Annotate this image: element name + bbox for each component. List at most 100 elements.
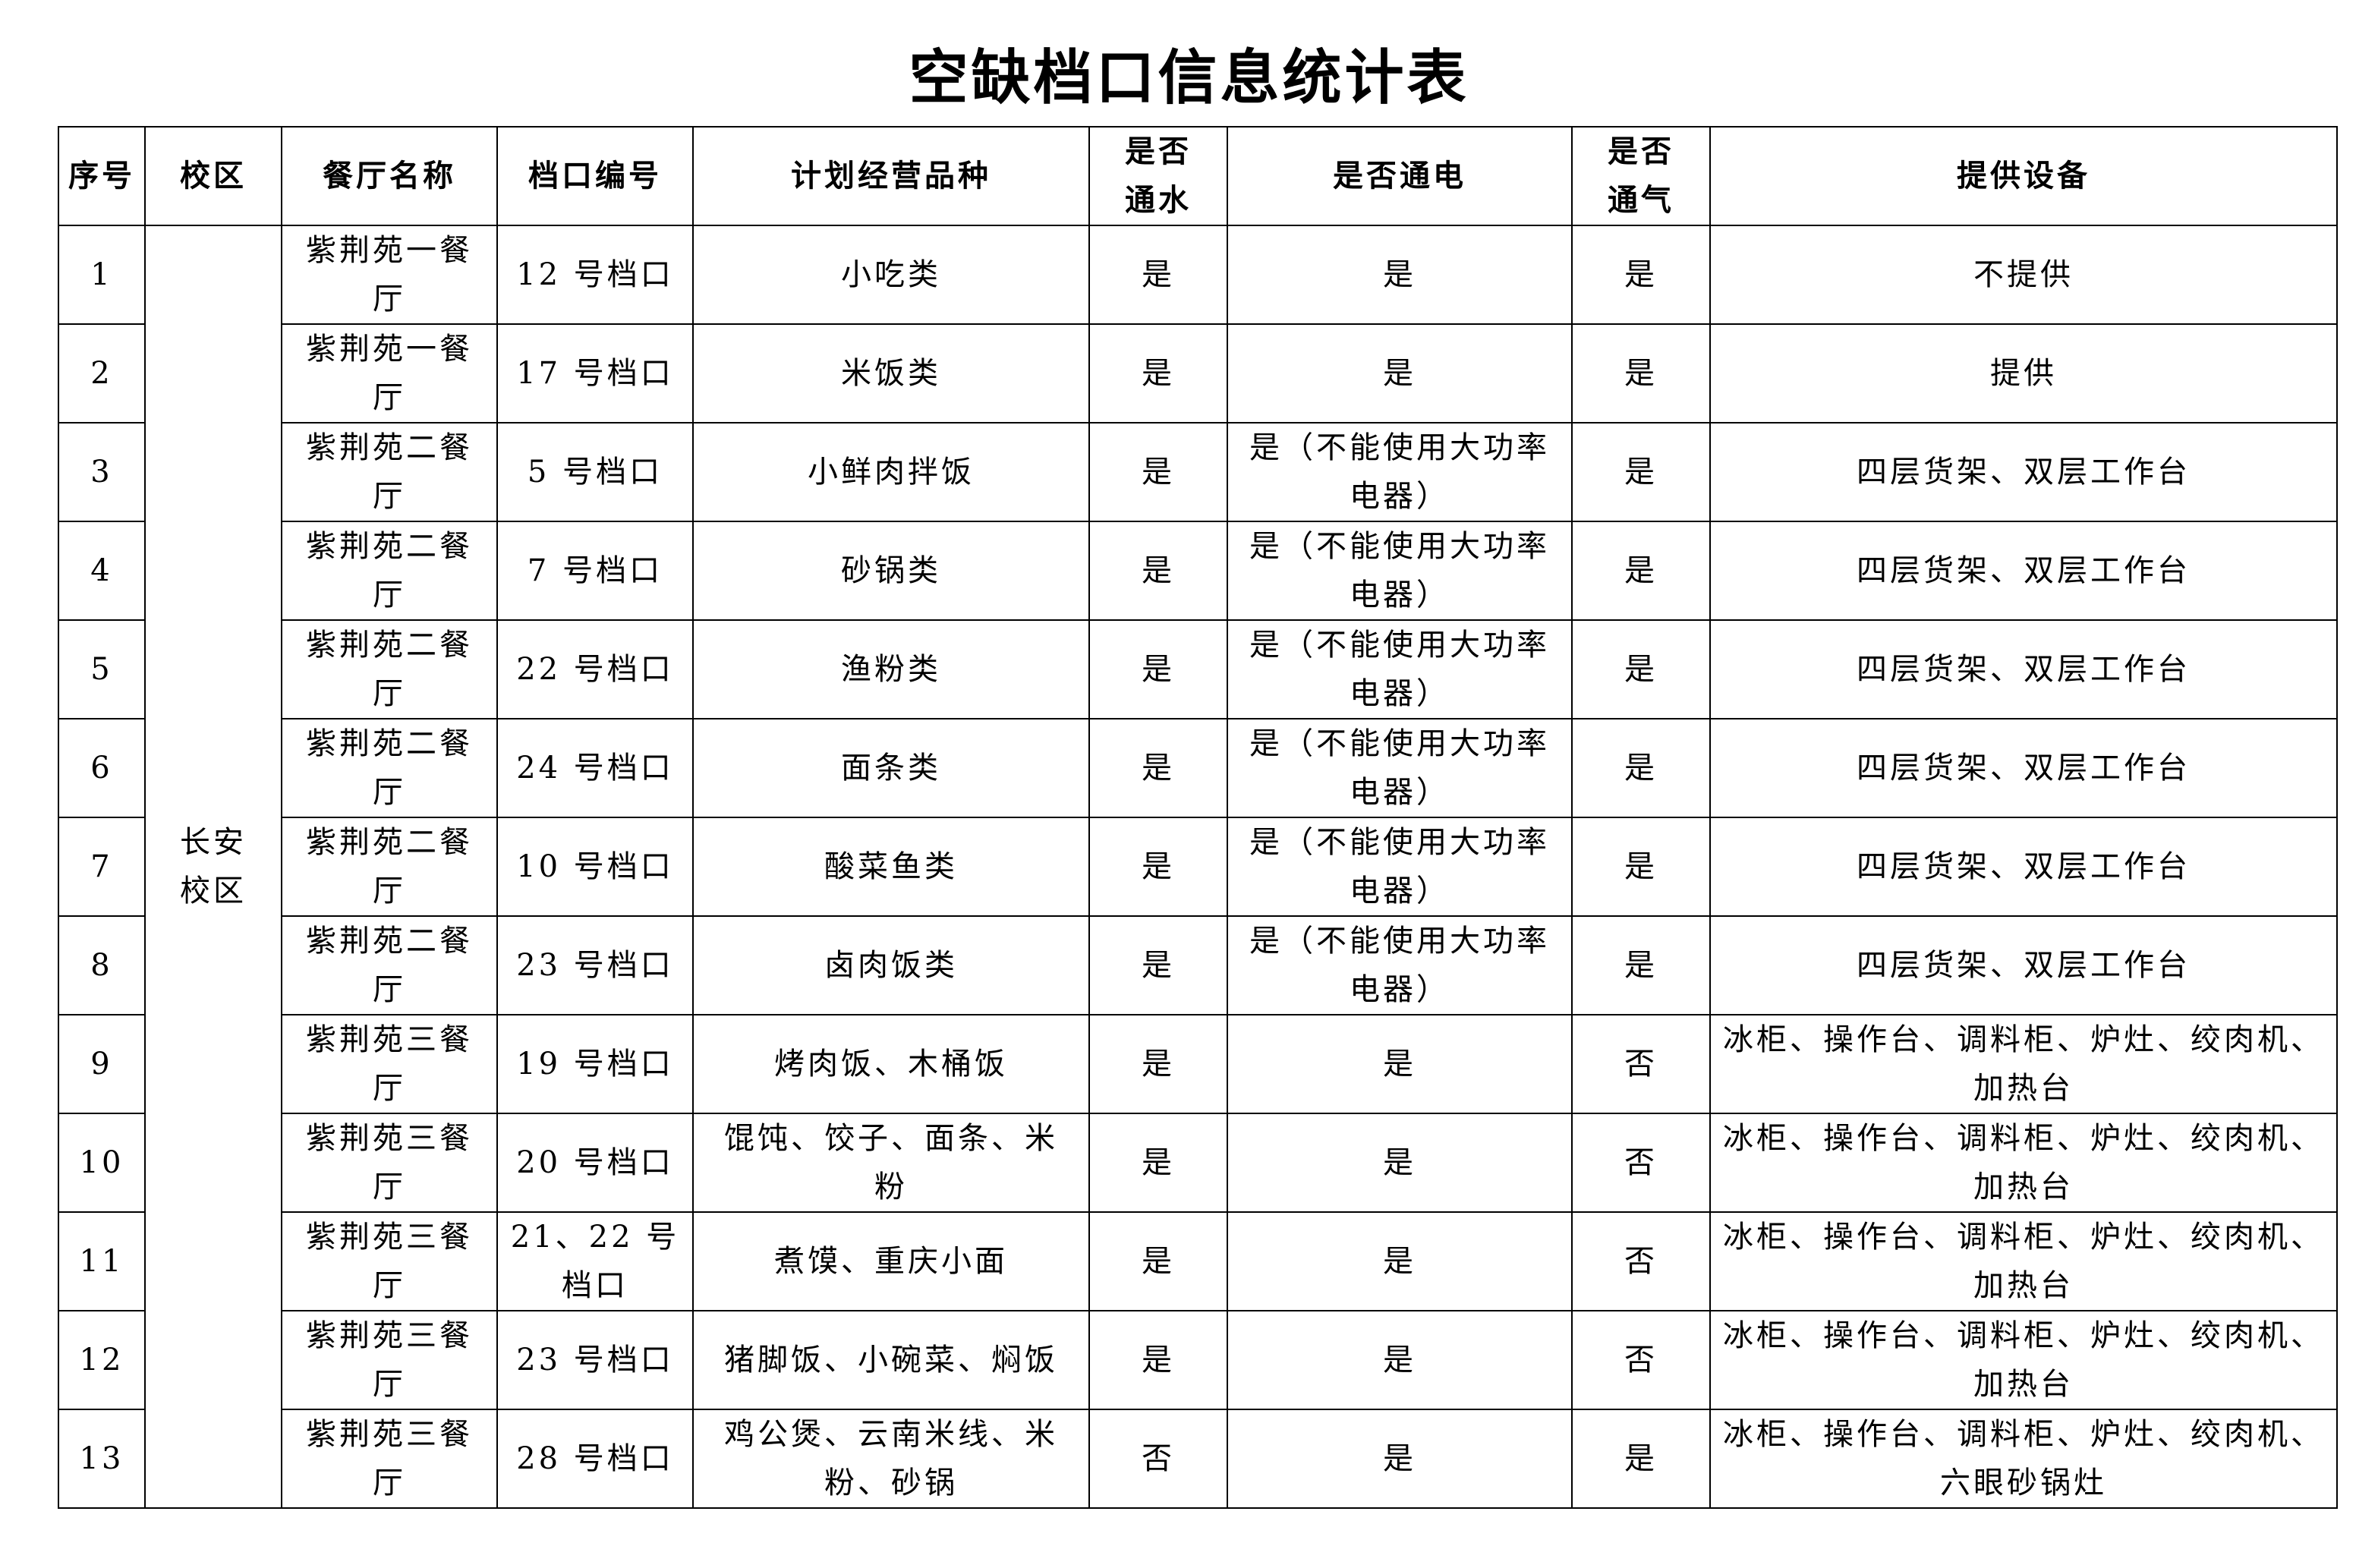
vacant-stall-table: 序号 校区 餐厅名称 档口编号 计划经营品种 是否通水 是否通电 是否通气 提供… [58, 126, 2338, 1509]
cell-stall: 10 号档口 [496, 817, 694, 917]
cell-no: 12 [58, 1310, 146, 1410]
cell-stall: 22 号档口 [496, 619, 694, 719]
cell-power: 是 [1227, 1014, 1573, 1114]
cell-no: 6 [58, 718, 146, 818]
cell-stall: 24 号档口 [496, 718, 694, 818]
cell-gas: 是 [1571, 422, 1711, 522]
cell-restaurant: 紫荆苑三餐厅 [281, 1211, 498, 1311]
cell-no: 13 [58, 1409, 146, 1509]
table-row: 8 紫荆苑二餐厅 23 号档口 卤肉饭类是是（不能使用大功率电器）是四层货架、双层工作… [58, 915, 2338, 1015]
cell-restaurant: 紫荆苑一餐厅 [281, 323, 498, 423]
cell-no: 8 [58, 915, 146, 1015]
header-equipment: 提供设备 [1709, 126, 2338, 226]
table-row: 1 长安校区 紫荆苑一餐厅 12 号档口 小吃类是是是不提供 [58, 225, 2338, 1509]
cell-water: 是 [1088, 915, 1228, 1015]
cell-variety: 渔粉类 [692, 619, 1090, 719]
header-gas: 是否通气 [1571, 126, 1711, 226]
cell-equipment: 四层货架、双层工作台 [1709, 718, 2338, 818]
cell-variety: 煮馍、重庆小面 [692, 1211, 1090, 1311]
cell-water: 是 [1088, 817, 1228, 917]
cell-gas: 是 [1571, 1409, 1711, 1509]
cell-stall: 23 号档口 [496, 1310, 694, 1410]
table-row: 2 紫荆苑一餐厅 17 号档口 米饭类是是是提供 [58, 323, 2338, 423]
cell-no: 7 [58, 817, 146, 917]
cell-power: 是 [1227, 225, 1573, 325]
cell-variety: 卤肉饭类 [692, 915, 1090, 1015]
cell-no: 10 [58, 1113, 146, 1213]
header-row: 序号 校区 餐厅名称 档口编号 计划经营品种 是否通水 是否通电 是否通气 提供… [58, 126, 2338, 226]
cell-variety: 面条类 [692, 718, 1090, 818]
table-row: 13 紫荆苑三餐厅 28 号档口 鸡公煲、云南米线、米粉、砂锅否是是冰柜、操作台、调料… [58, 1409, 2338, 1509]
cell-variety: 馄饨、饺子、面条、米粉 [692, 1113, 1090, 1213]
cell-no: 11 [58, 1211, 146, 1311]
header-water: 是否通水 [1088, 126, 1228, 226]
cell-restaurant: 紫荆苑二餐厅 [281, 422, 498, 522]
cell-restaurant: 紫荆苑三餐厅 [281, 1014, 498, 1114]
cell-equipment: 四层货架、双层工作台 [1709, 422, 2338, 522]
cell-restaurant: 紫荆苑二餐厅 [281, 521, 498, 621]
cell-water: 是 [1088, 1113, 1228, 1213]
cell-no: 3 [58, 422, 146, 522]
cell-gas: 是 [1571, 619, 1711, 719]
cell-gas: 是 [1571, 718, 1711, 818]
cell-gas: 是 [1571, 225, 1711, 325]
cell-no: 9 [58, 1014, 146, 1114]
cell-restaurant: 紫荆苑三餐厅 [281, 1113, 498, 1213]
cell-power: 是（不能使用大功率电器） [1227, 521, 1573, 621]
cell-gas: 是 [1571, 521, 1711, 621]
cell-equipment: 四层货架、双层工作台 [1709, 619, 2338, 719]
cell-gas: 否 [1571, 1211, 1711, 1311]
cell-stall: 5 号档口 [496, 422, 694, 522]
cell-variety: 烤肉饭、木桶饭 [692, 1014, 1090, 1114]
cell-stall: 20 号档口 [496, 1113, 694, 1213]
cell-gas: 否 [1571, 1014, 1711, 1114]
cell-water: 是 [1088, 1310, 1228, 1410]
cell-power: 是 [1227, 1409, 1573, 1509]
table-row: 6 紫荆苑二餐厅 24 号档口 面条类是是（不能使用大功率电器）是四层货架、双层工作台 [58, 718, 2338, 818]
cell-equipment: 冰柜、操作台、调料柜、炉灶、绞肉机、加热台 [1709, 1310, 2338, 1410]
cell-variety: 鸡公煲、云南米线、米粉、砂锅 [692, 1409, 1090, 1509]
table-row: 4 紫荆苑二餐厅 7 号档口 砂锅类是是（不能使用大功率电器）是四层货架、双层工作台 [58, 521, 2338, 621]
cell-power: 是 [1227, 323, 1573, 423]
cell-power: 是（不能使用大功率电器） [1227, 718, 1573, 818]
cell-equipment: 四层货架、双层工作台 [1709, 817, 2338, 917]
table-row: 3 紫荆苑二餐厅 5 号档口 小鲜肉拌饭是是（不能使用大功率电器）是四层货架、双层工作… [58, 422, 2338, 522]
cell-equipment: 不提供 [1709, 225, 2338, 325]
cell-variety: 砂锅类 [692, 521, 1090, 621]
cell-water: 是 [1088, 619, 1228, 719]
cell-stall: 19 号档口 [496, 1014, 694, 1114]
header-campus: 校区 [144, 126, 282, 226]
cell-no: 5 [58, 619, 146, 719]
cell-power: 是 [1227, 1211, 1573, 1311]
cell-gas: 否 [1571, 1310, 1711, 1410]
cell-variety: 米饭类 [692, 323, 1090, 423]
table-row: 5 紫荆苑二餐厅 22 号档口 渔粉类是是（不能使用大功率电器）是四层货架、双层工作台 [58, 619, 2338, 719]
cell-restaurant: 紫荆苑二餐厅 [281, 619, 498, 719]
table-row: 11 紫荆苑三餐厅 21、22 号档口 煮馍、重庆小面是是否冰柜、操作台、调料柜、炉灶… [58, 1211, 2338, 1311]
cell-no: 4 [58, 521, 146, 621]
cell-equipment: 冰柜、操作台、调料柜、炉灶、绞肉机、加热台 [1709, 1211, 2338, 1311]
cell-equipment: 冰柜、操作台、调料柜、炉灶、绞肉机、加热台 [1709, 1113, 2338, 1213]
cell-water: 是 [1088, 225, 1228, 325]
cell-stall: 12 号档口 [496, 225, 694, 325]
cell-power: 是（不能使用大功率电器） [1227, 817, 1573, 917]
table-row: 7 紫荆苑二餐厅 10 号档口 酸菜鱼类是是（不能使用大功率电器）是四层货架、双层工作… [58, 817, 2338, 917]
header-no: 序号 [58, 126, 146, 226]
cell-water: 否 [1088, 1409, 1228, 1509]
cell-water: 是 [1088, 1211, 1228, 1311]
cell-stall: 23 号档口 [496, 915, 694, 1015]
cell-equipment: 四层货架、双层工作台 [1709, 521, 2338, 621]
cell-water: 是 [1088, 323, 1228, 423]
cell-restaurant: 紫荆苑二餐厅 [281, 718, 498, 818]
cell-variety: 小吃类 [692, 225, 1090, 325]
table-row: 9 紫荆苑三餐厅 19 号档口 烤肉饭、木桶饭是是否冰柜、操作台、调料柜、炉灶、绞肉机… [58, 1014, 2338, 1114]
cell-power: 是（不能使用大功率电器） [1227, 619, 1573, 719]
cell-gas: 是 [1571, 915, 1711, 1015]
cell-gas: 是 [1571, 323, 1711, 423]
cell-variety: 猪脚饭、小碗菜、焖饭 [692, 1310, 1090, 1410]
cell-power: 是 [1227, 1113, 1573, 1213]
cell-power: 是（不能使用大功率电器） [1227, 422, 1573, 522]
cell-equipment: 冰柜、操作台、调料柜、炉灶、绞肉机、六眼砂锅灶 [1709, 1409, 2338, 1509]
cell-no: 1 [58, 225, 146, 325]
page-title: 空缺档口信息统计表 [909, 43, 1469, 112]
